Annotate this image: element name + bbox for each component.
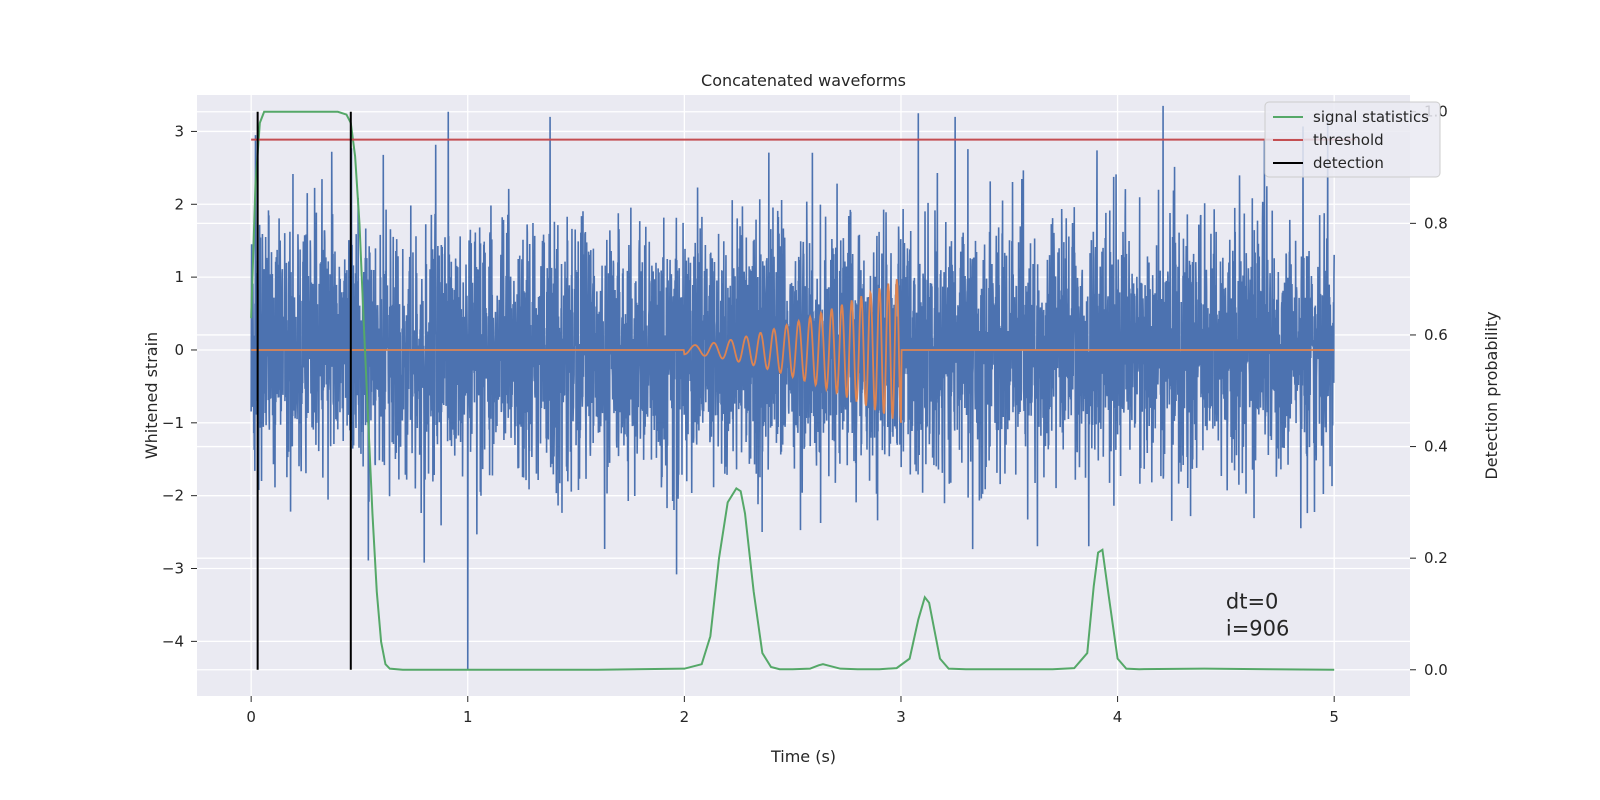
x-tick-label: 3 — [896, 708, 906, 726]
y-right-tick-label: 0.8 — [1424, 214, 1448, 232]
y-tick-label: −4 — [162, 632, 184, 650]
annotation-text: i=906 — [1226, 617, 1290, 641]
x-tick-label: 1 — [463, 708, 473, 726]
x-tick-label: 5 — [1329, 708, 1339, 726]
injected-signal-line — [251, 279, 1335, 423]
x-tick-label: 2 — [680, 708, 690, 726]
y-tick-label: −1 — [162, 414, 184, 432]
y-axis-label: Whitened strain — [142, 332, 161, 459]
legend-label: detection — [1313, 154, 1384, 172]
y-tick-label: 0 — [174, 341, 184, 359]
y-tick-label: −3 — [162, 560, 184, 578]
legend-box — [1264, 101, 1441, 178]
x-tick-label: 0 — [246, 708, 256, 726]
strain-noise-series — [250, 105, 1335, 671]
y-right-tick-label: 0.0 — [1424, 661, 1448, 679]
y-tick-label: 3 — [174, 122, 184, 140]
x-axis-label: Time (s) — [770, 747, 836, 766]
annotation-text: dt=0 — [1226, 590, 1279, 614]
y-right-tick-label: 0.6 — [1424, 326, 1448, 344]
injected-signal-series — [251, 279, 1335, 423]
y-tick-label: 2 — [174, 195, 184, 213]
strain-noise-line — [250, 105, 1335, 671]
x-tick-label: 4 — [1113, 708, 1123, 726]
y-tick-label: 1 — [174, 268, 184, 286]
legend-label: threshold — [1313, 131, 1384, 149]
y-right-tick-label: 0.2 — [1424, 549, 1448, 567]
legend-label: signal statistics — [1313, 108, 1429, 126]
chart-title: Concatenated waveforms — [701, 71, 906, 90]
legend: signal statistics threshold detection — [1264, 101, 1441, 178]
y-tick-label: −2 — [162, 487, 184, 505]
probability-series — [250, 110, 1356, 671]
y-right-tick-label: 0.4 — [1424, 438, 1448, 456]
annotations: dt=0 i=906 — [1226, 590, 1290, 641]
y-axis-right-label: Detection probability — [1482, 311, 1501, 479]
